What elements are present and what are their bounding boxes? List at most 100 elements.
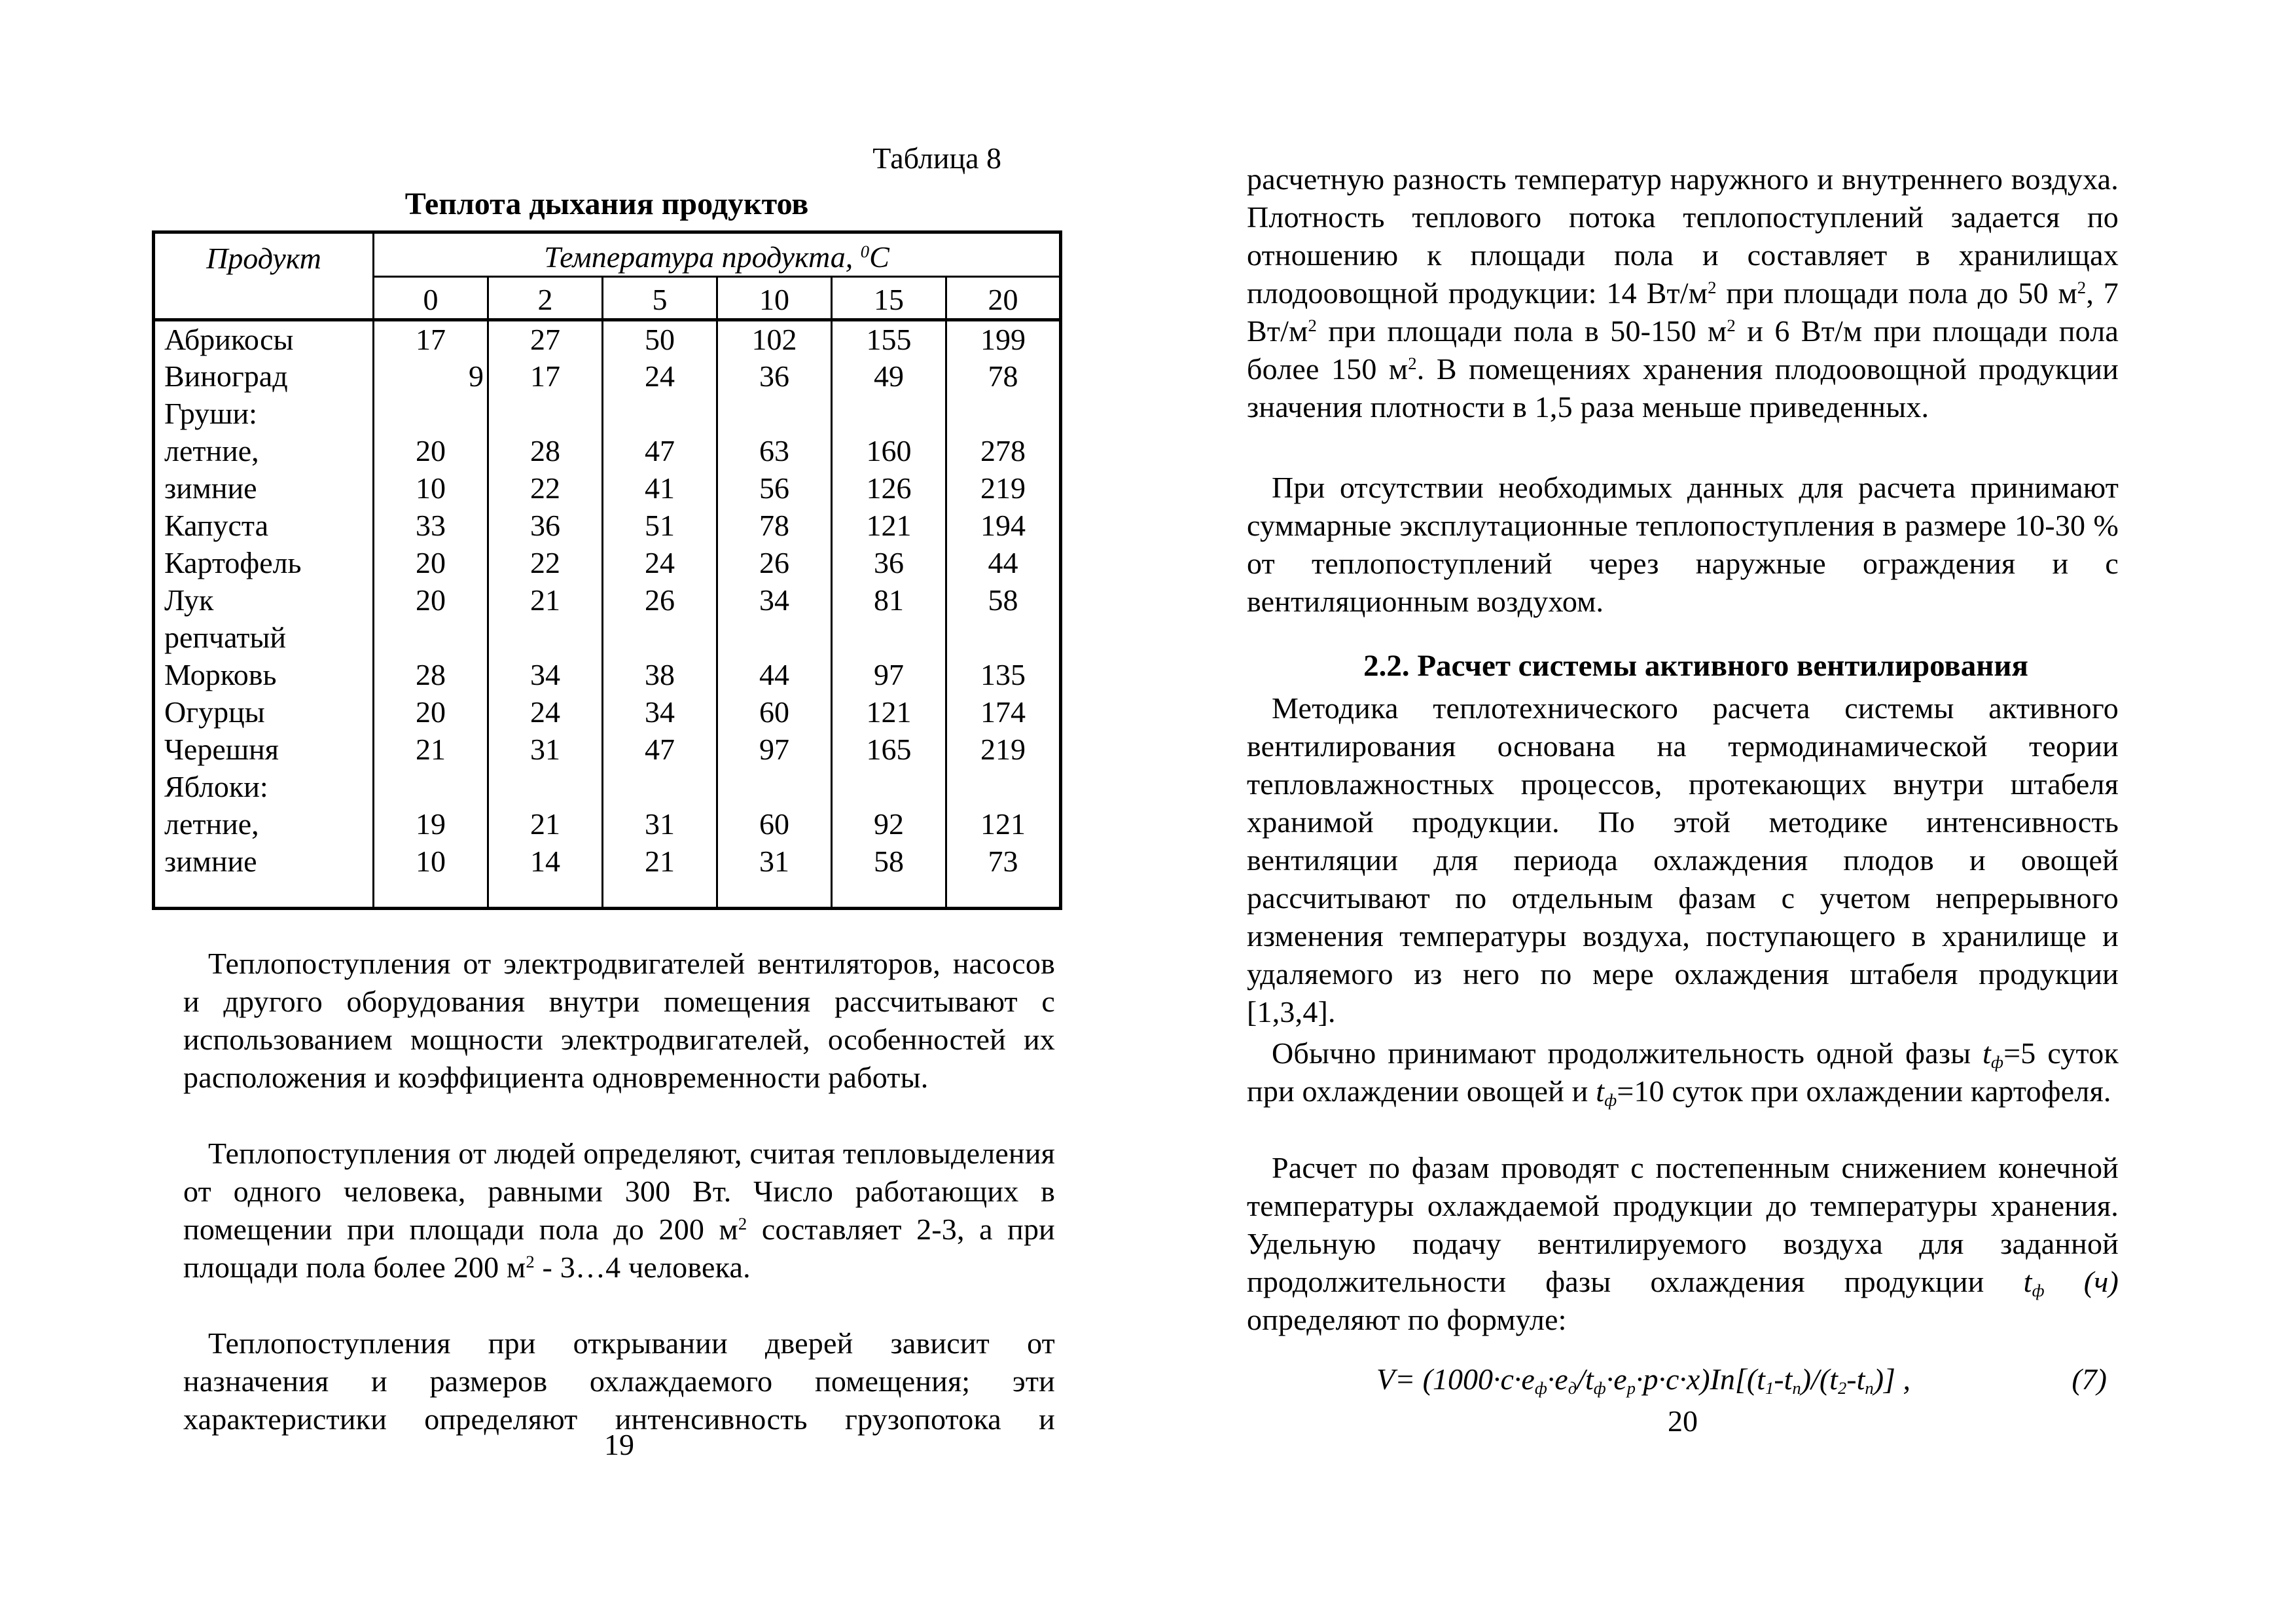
temp-col-20: 20 (945, 276, 1061, 321)
temp-col-0: 0 (372, 276, 488, 321)
value-cell: 21 (601, 843, 717, 881)
value-cell: 126 (831, 470, 946, 507)
formula-body: V= (1000·c·eф·eд/tф·eр·p·c·x)In[(t1-tп)/… (1376, 1362, 1910, 1398)
value-cell (831, 619, 946, 657)
paragraph-phase-duration: Обычно принимают продолжительность одной… (1247, 1036, 2119, 1110)
product-cell: Картофель (164, 546, 302, 579)
value-cell: 33 (372, 507, 488, 545)
product-cell: летние, (164, 434, 259, 467)
value-cell: 28 (372, 657, 488, 694)
table-row: Лук 20 21 26 34 81 58 (154, 582, 1061, 619)
value-cell: 97 (831, 657, 946, 694)
value-cell: 27 (487, 319, 603, 358)
value-cell: 174 (945, 694, 1061, 731)
value-cell: 21 (372, 731, 488, 769)
value-cell: 165 (831, 731, 946, 769)
value-cell: 36 (487, 507, 603, 545)
value-cell: 58 (831, 843, 946, 881)
table-caption-number: Таблица 8 (872, 141, 1001, 175)
table-row: летние, 20 28 47 63 160 278 (154, 433, 1061, 470)
product-cell: зимние (164, 845, 257, 878)
paragraph-electric-motors: Теплопоступления от электродвигателей ве… (183, 947, 1055, 1094)
value-cell: 20 (372, 545, 488, 582)
value-cell: 20 (372, 433, 488, 470)
value-cell: 21 (487, 582, 603, 619)
value-cell: 135 (945, 657, 1061, 694)
value-cell: 78 (945, 358, 1061, 395)
respiration-heat-table: Продукт Температура продукта, 0С 0 2 5 1… (152, 230, 1062, 910)
product-cell: Морковь (164, 658, 277, 691)
table-spacer-row (154, 881, 1061, 908)
value-cell: 81 (831, 582, 946, 619)
value-cell: 9 (372, 358, 488, 395)
table-row: репчатый (154, 619, 1061, 657)
value-cell: 44 (945, 545, 1061, 582)
value-cell: 121 (831, 507, 946, 545)
value-cell (716, 619, 832, 657)
value-cell (831, 769, 946, 806)
value-cell (601, 619, 717, 657)
value-cell: 34 (487, 657, 603, 694)
value-cell (372, 769, 488, 806)
value-cell (945, 395, 1061, 433)
value-cell: 41 (601, 470, 717, 507)
value-cell: 60 (716, 694, 832, 731)
value-cell: 31 (716, 843, 832, 881)
table-row: Груши: (154, 395, 1061, 433)
value-cell: 219 (945, 470, 1061, 507)
table-row: Капуста 33 36 51 78 121 194 (154, 507, 1061, 545)
value-cell: 102 (716, 319, 832, 358)
paragraph-people-heat: Теплопоступления от людей определяют, сч… (183, 1137, 1055, 1284)
value-cell: 50 (601, 319, 717, 358)
product-cell: Лук (164, 583, 214, 617)
product-cell: Черешня (164, 733, 279, 766)
table-row: летние, 19 21 31 60 92 121 (154, 806, 1061, 843)
temp-col-5: 5 (601, 276, 717, 321)
value-cell: 44 (716, 657, 832, 694)
value-cell: 19 (372, 806, 488, 843)
value-cell: 20 (372, 694, 488, 731)
value-cell: 34 (716, 582, 832, 619)
value-cell: 73 (945, 843, 1061, 881)
page-number-right: 20 (1668, 1404, 1698, 1438)
value-cell: 219 (945, 731, 1061, 769)
value-cell: 26 (601, 582, 717, 619)
value-cell: 10 (372, 470, 488, 507)
value-cell (372, 395, 488, 433)
table-title: Теплота дыхания продуктов (404, 187, 809, 221)
value-cell (487, 395, 603, 433)
table-body: Абрикосы 17 27 50 102 155 199 Виноград 9 17 24 36 49… (154, 319, 1061, 881)
value-cell: 26 (716, 545, 832, 582)
value-cell: 24 (601, 545, 717, 582)
table-row: Картофель 20 22 24 26 36 44 (154, 545, 1061, 582)
table-row: Виноград 9 17 24 36 49 78 (154, 358, 1061, 395)
section-heading-2-2: 2.2. Расчет системы активного вентилиров… (1363, 649, 2028, 683)
value-cell (487, 769, 603, 806)
value-cell: 121 (945, 806, 1061, 843)
table-row: Черешня 21 31 47 97 165 219 (154, 731, 1061, 769)
value-cell (487, 619, 603, 657)
table-row: зимние 10 14 21 31 58 73 (154, 843, 1061, 881)
value-cell: 38 (601, 657, 717, 694)
temp-col-10: 10 (716, 276, 832, 321)
product-cell: зимние (164, 471, 257, 505)
paragraph-doors-heat: Теплопоступления при открывании дверей з… (183, 1326, 1055, 1436)
value-cell: 24 (487, 694, 603, 731)
value-cell: 28 (487, 433, 603, 470)
value-cell: 21 (487, 806, 603, 843)
value-cell: 22 (487, 545, 603, 582)
value-cell: 36 (716, 358, 832, 395)
value-cell: 22 (487, 470, 603, 507)
value-cell (945, 769, 1061, 806)
paragraph-missing-data: При отсутствии необходимых данных для ра… (1247, 471, 2119, 618)
value-cell: 92 (831, 806, 946, 843)
value-cell (372, 619, 488, 657)
value-cell (716, 769, 832, 806)
product-cell: Груши: (164, 397, 257, 430)
value-cell: 17 (372, 319, 488, 358)
paragraph-heat-flux-density: расчетную разность температур наружного … (1247, 162, 2119, 424)
formula-7: V= (1000·c·eф·eд/tф·eр·p·c·x)In[(t1-tп)/… (1247, 1360, 2119, 1398)
table-row: Яблоки: (154, 769, 1061, 806)
table-row: Абрикосы 17 27 50 102 155 199 (154, 319, 1061, 358)
product-cell: Капуста (164, 509, 269, 542)
